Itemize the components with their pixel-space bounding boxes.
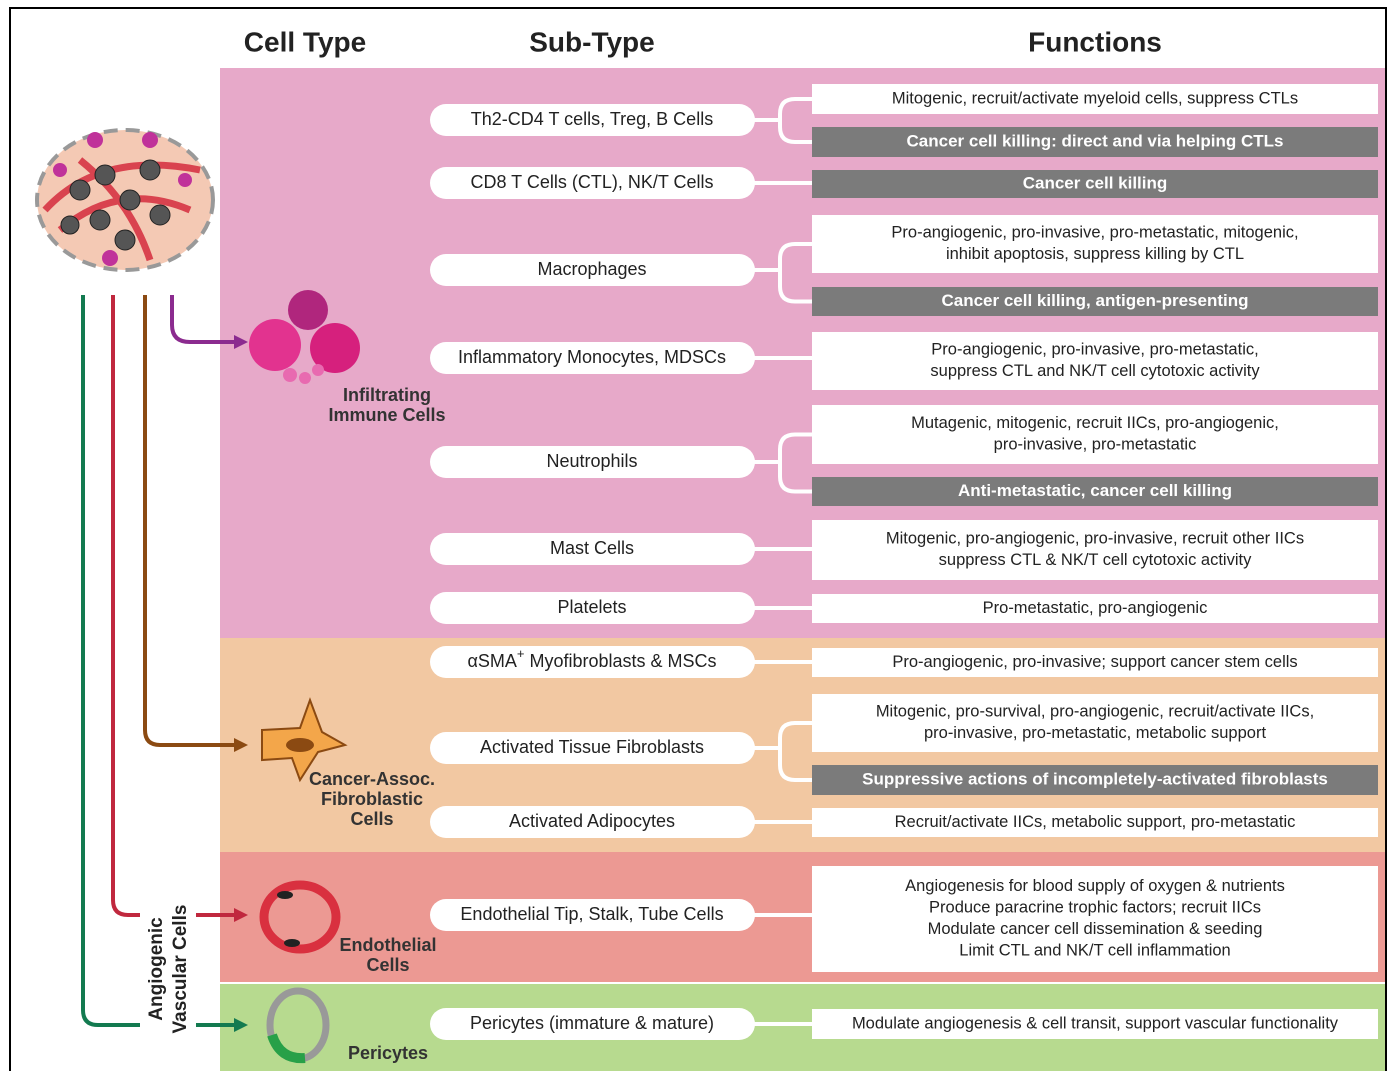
tumor-icon xyxy=(35,128,215,272)
function-text: suppress CTL & NK/T cell cytotoxic activ… xyxy=(939,551,1252,569)
group-label: Infiltrating xyxy=(343,385,431,405)
function-text: Pro-angiogenic, pro-invasive, pro-metast… xyxy=(931,341,1258,359)
subtype-pill xyxy=(430,533,755,565)
header-cell-type: Cell Type xyxy=(244,26,366,57)
subtype-name: Activated Adipocytes xyxy=(509,811,675,831)
subtype-name: Activated Tissue Fibroblasts xyxy=(480,737,704,757)
subtype-name: Inflammatory Monocytes, MDSCs xyxy=(458,347,726,367)
immune-icon xyxy=(249,290,360,384)
function-text: Limit CTL and NK/T cell inflammation xyxy=(959,942,1230,960)
function-text: Mitogenic, recruit/activate myeloid cell… xyxy=(892,89,1298,107)
subtype-pill xyxy=(430,732,755,764)
subtype-name: Mast Cells xyxy=(550,538,634,558)
group-label: Fibroblastic xyxy=(321,789,423,809)
side-label: Angiogenic Vascular Cells xyxy=(140,893,196,1045)
subtype-pill xyxy=(430,342,755,374)
subtype-pill xyxy=(430,899,755,931)
group-label: Cells xyxy=(366,955,409,975)
subtype-pill xyxy=(430,167,755,199)
subtype-name: Platelets xyxy=(557,597,626,617)
function-text: Pro-metastatic, pro-angiogenic xyxy=(983,599,1208,617)
function-text: Cancer cell killing xyxy=(1023,173,1168,192)
function-text: Pro-angiogenic, pro-invasive, pro-metast… xyxy=(891,224,1298,242)
function-box-highlight xyxy=(812,170,1378,198)
subtype-name: Neutrophils xyxy=(546,451,637,471)
subtype-name: Endothelial Tip, Stalk, Tube Cells xyxy=(460,904,723,924)
function-text: Cancer cell killing: direct and via help… xyxy=(907,131,1284,150)
function-box xyxy=(812,405,1378,464)
function-box xyxy=(812,1009,1378,1039)
side-label-line: Angiogenic xyxy=(146,917,167,1021)
function-text: Mitogenic, pro-angiogenic, pro-invasive,… xyxy=(886,530,1304,548)
header-functions: Functions xyxy=(1028,26,1162,57)
function-box-highlight xyxy=(812,287,1378,316)
function-box xyxy=(812,332,1378,390)
function-box xyxy=(812,808,1378,837)
subtype-pill xyxy=(430,1008,755,1040)
subtype-pill xyxy=(430,446,755,478)
function-text: Modulate angiogenesis & cell transit, su… xyxy=(852,1014,1339,1032)
subtype-name-part: Myofibroblasts & MSCs xyxy=(524,651,716,671)
pericyte-icon xyxy=(266,987,330,1064)
function-box xyxy=(812,694,1378,752)
function-box xyxy=(812,84,1378,114)
function-text: Mitogenic, pro-survival, pro-angiogenic,… xyxy=(876,703,1314,721)
function-box xyxy=(812,520,1378,580)
subtype-name: Th2-CD4 T cells, Treg, B Cells xyxy=(471,109,713,129)
group-label: Pericytes xyxy=(348,1043,428,1063)
function-text: Recruit/activate IICs, metabolic support… xyxy=(895,813,1296,831)
function-box xyxy=(812,648,1378,677)
function-text: Cancer cell killing, antigen-presenting xyxy=(941,291,1248,310)
function-text: Suppressive actions of incompletely-acti… xyxy=(862,769,1328,788)
subtype-pill xyxy=(430,254,755,286)
function-text: inhibit apoptosis, suppress killing by C… xyxy=(946,245,1244,263)
fibroblast-icon xyxy=(261,697,348,783)
function-text: suppress CTL and NK/T cell cytotoxic act… xyxy=(930,362,1260,380)
lineage-arrows xyxy=(81,295,240,1027)
group-label: Immune Cells xyxy=(328,405,445,425)
subtype-name-sup: + xyxy=(517,646,525,661)
side-label-line: Vascular Cells xyxy=(170,905,191,1034)
function-text: Anti-metastatic, cancer cell killing xyxy=(958,481,1232,500)
subtype-name: CD8 T Cells (CTL), NK/T Cells xyxy=(470,172,713,192)
function-text: pro-invasive, pro-metastatic, metabolic … xyxy=(924,724,1266,742)
function-text: Mutagenic, mitogenic, recruit IICs, pro-… xyxy=(911,414,1279,432)
subtype-name: Pericytes (immature & mature) xyxy=(470,1013,714,1033)
function-box xyxy=(812,594,1378,623)
frame xyxy=(9,7,1387,1071)
function-box xyxy=(812,215,1378,273)
function-text: Modulate cancer cell dissemination & see… xyxy=(928,920,1263,938)
function-box-highlight xyxy=(812,765,1378,795)
function-box-highlight xyxy=(812,477,1378,506)
header-sub-type: Sub-Type xyxy=(529,26,654,57)
subtype-name: αSMA+ Myofibroblasts & MSCs xyxy=(467,646,716,670)
function-text: Angiogenesis for blood supply of oxygen … xyxy=(905,877,1285,895)
subtype-pill xyxy=(430,806,755,838)
function-box xyxy=(812,866,1378,972)
subtype-name-part: αSMA xyxy=(467,651,516,671)
function-box-highlight xyxy=(812,127,1378,157)
subtype-pill xyxy=(430,646,755,678)
group-label: Cancer-Assoc. xyxy=(309,769,435,789)
group-label: Endothelial xyxy=(339,935,436,955)
subtype-name: Macrophages xyxy=(537,259,646,279)
subtype-pill xyxy=(430,104,755,136)
arrow-heads xyxy=(234,335,248,1032)
endothelial-icon xyxy=(259,880,341,954)
group-label: Cells xyxy=(350,809,393,829)
function-text: Pro-angiogenic, pro-invasive; support ca… xyxy=(892,653,1297,671)
subtype-pill xyxy=(430,592,755,624)
function-text: pro-invasive, pro-metastatic xyxy=(994,436,1197,454)
function-text: Produce paracrine trophic factors; recru… xyxy=(929,899,1261,917)
